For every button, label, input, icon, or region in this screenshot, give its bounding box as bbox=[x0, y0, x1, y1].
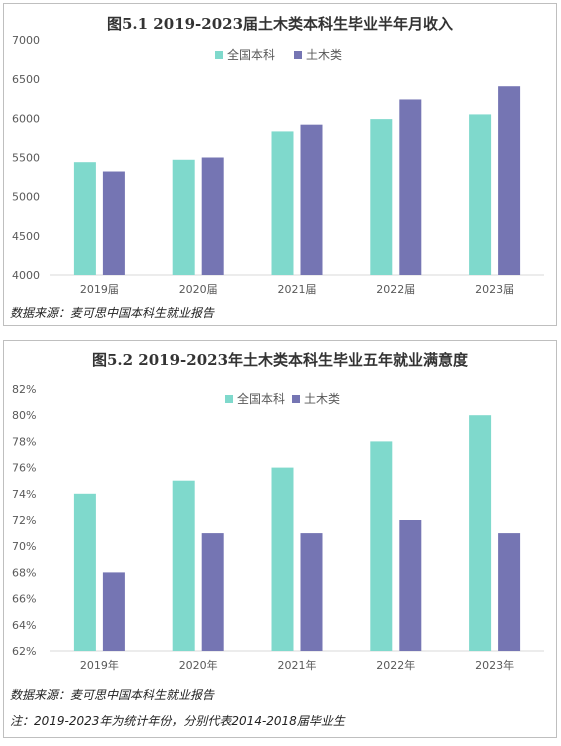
bar-civil-1 bbox=[201, 157, 224, 275]
y-tick-label: 4500 bbox=[12, 230, 40, 243]
y-tick-label: 5000 bbox=[12, 191, 40, 204]
legend-label: 全国本科 bbox=[237, 391, 285, 406]
x-tick-label: 2020年 bbox=[179, 658, 218, 672]
x-tick-label: 2023届 bbox=[475, 283, 514, 296]
bar-national-0 bbox=[73, 162, 96, 275]
bar-civil-3 bbox=[399, 520, 422, 651]
legend-swatch bbox=[294, 51, 302, 59]
bar-civil-0 bbox=[102, 171, 125, 275]
bar-national-4 bbox=[469, 114, 492, 276]
y-tick-label: 66% bbox=[12, 593, 36, 606]
x-tick-label: 2022届 bbox=[376, 283, 415, 296]
y-tick-label: 4000 bbox=[12, 269, 40, 282]
bar-civil-0 bbox=[102, 572, 125, 651]
y-tick-label: 64% bbox=[12, 619, 36, 632]
bar-civil-4 bbox=[498, 533, 521, 651]
y-tick-label: 68% bbox=[12, 566, 36, 579]
bar-national-3 bbox=[370, 441, 393, 651]
y-tick-label: 82% bbox=[12, 383, 36, 396]
y-tick-label: 70% bbox=[12, 540, 36, 553]
x-tick-label: 2020届 bbox=[179, 283, 218, 296]
y-tick-label: 5500 bbox=[12, 152, 40, 165]
bar-national-3 bbox=[370, 119, 393, 275]
chart-panel-income: 图5.1 2019-2023届土木类本科生毕业半年月收入 4000 4500 500… bbox=[3, 3, 557, 326]
legend-swatch bbox=[292, 395, 300, 403]
y-tick-label: 76% bbox=[12, 462, 36, 475]
legend-label: 全国本科 bbox=[227, 47, 275, 62]
x-tick-label: 2019届 bbox=[80, 283, 119, 296]
chart-title: 图5.2 2019-2023年土木类本科生毕业五年就业满意度 bbox=[91, 351, 469, 369]
bar-national-1 bbox=[172, 480, 195, 651]
satisfaction-bar-chart: 62% 64% 66% 68% 70% 72% 74% 76% 78% 80% 82% 2019年 20… bbox=[12, 383, 544, 672]
bar-civil-1 bbox=[201, 533, 224, 651]
chart-source: 数据来源：麦可思中国本科生就业报告 bbox=[10, 688, 215, 702]
x-tick-label: 2021年 bbox=[278, 658, 317, 672]
chart-source: 数据来源：麦可思中国本科生就业报告 bbox=[10, 306, 215, 320]
x-tick-label: 2021届 bbox=[278, 283, 317, 296]
chart-note: 注：2019-2023年为统计年份，分别代表2014-2018届毕业生 bbox=[10, 714, 345, 728]
y-tick-label: 62% bbox=[12, 645, 36, 658]
bar-civil-4 bbox=[498, 86, 521, 275]
legend-swatch bbox=[225, 395, 233, 403]
bar-national-1 bbox=[172, 159, 195, 275]
y-tick-label: 7000 bbox=[12, 34, 40, 47]
bar-national-4 bbox=[469, 415, 492, 651]
y-tick-label: 6500 bbox=[12, 73, 40, 86]
x-tick-label: 2019年 bbox=[80, 658, 119, 672]
chart-panel-satisfaction: 图5.2 2019-2023年土木类本科生毕业五年就业满意度 62% 64% 66%… bbox=[3, 340, 557, 738]
legend-label: 土木类 bbox=[304, 392, 340, 406]
chart-title: 图5.1 2019-2023届土木类本科生毕业半年月收入 bbox=[106, 15, 454, 33]
x-tick-label: 2022年 bbox=[376, 658, 415, 672]
bar-civil-3 bbox=[399, 99, 422, 275]
y-tick-label: 74% bbox=[12, 488, 36, 501]
bar-national-2 bbox=[271, 467, 294, 651]
y-tick-label: 80% bbox=[12, 409, 36, 422]
x-tick-label: 2023年 bbox=[475, 658, 514, 672]
legend-swatch bbox=[215, 51, 223, 59]
y-tick-label: 72% bbox=[12, 514, 36, 527]
bar-civil-2 bbox=[300, 124, 323, 275]
y-tick-label: 78% bbox=[12, 435, 36, 448]
bar-civil-2 bbox=[300, 533, 323, 651]
bar-national-0 bbox=[73, 493, 96, 651]
bar-national-2 bbox=[271, 131, 294, 275]
income-bar-chart: 4000 4500 5000 5500 6000 6500 7000 2019届 2020届 20… bbox=[12, 34, 544, 296]
legend-label: 土木类 bbox=[306, 48, 342, 62]
y-tick-label: 6000 bbox=[12, 112, 40, 125]
